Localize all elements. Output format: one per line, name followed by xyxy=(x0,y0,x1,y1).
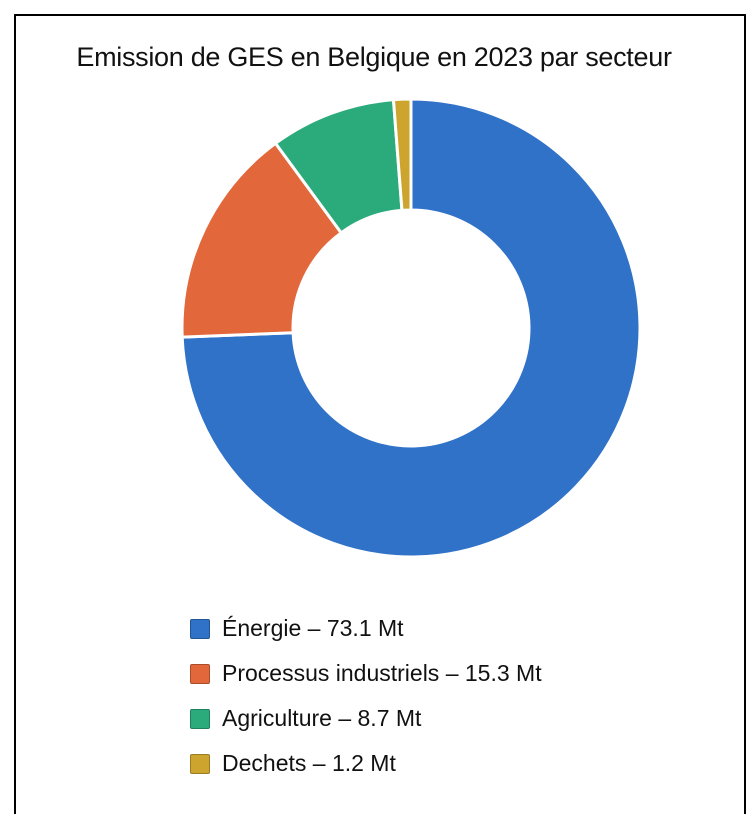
legend-swatch-dechets xyxy=(190,753,210,774)
legend-label-dechets: Dechets – 1.2 Mt xyxy=(222,750,396,776)
legend-item-processus-industriels: Processus industriels – 15.3 Mt xyxy=(190,651,542,696)
legend-label-agriculture: Agriculture – 8.7 Mt xyxy=(222,705,422,731)
slice-processus-industriels xyxy=(180,141,343,339)
legend-swatch-agriculture xyxy=(190,708,210,729)
legend-item-energie: Énergie – 73.1 Mt xyxy=(190,606,542,651)
slice-energie xyxy=(180,97,642,559)
legend-item-dechets: Dechets – 1.2 Mt xyxy=(190,741,542,786)
legend-item-agriculture: Agriculture – 8.7 Mt xyxy=(190,696,542,741)
legend-label-processus-industriels: Processus industriels – 15.3 Mt xyxy=(222,660,542,686)
chart-title: Emission de GES en Belgique en 2023 par … xyxy=(76,42,672,72)
legend-swatch-energie xyxy=(190,618,210,639)
legend-swatch-processus-industriels xyxy=(190,663,210,684)
donut-chart xyxy=(180,97,642,559)
legend: Énergie – 73.1 Mt Processus industriels … xyxy=(190,606,542,786)
slice-dechets xyxy=(391,97,413,212)
legend-label-energie: Énergie – 73.1 Mt xyxy=(222,615,404,641)
